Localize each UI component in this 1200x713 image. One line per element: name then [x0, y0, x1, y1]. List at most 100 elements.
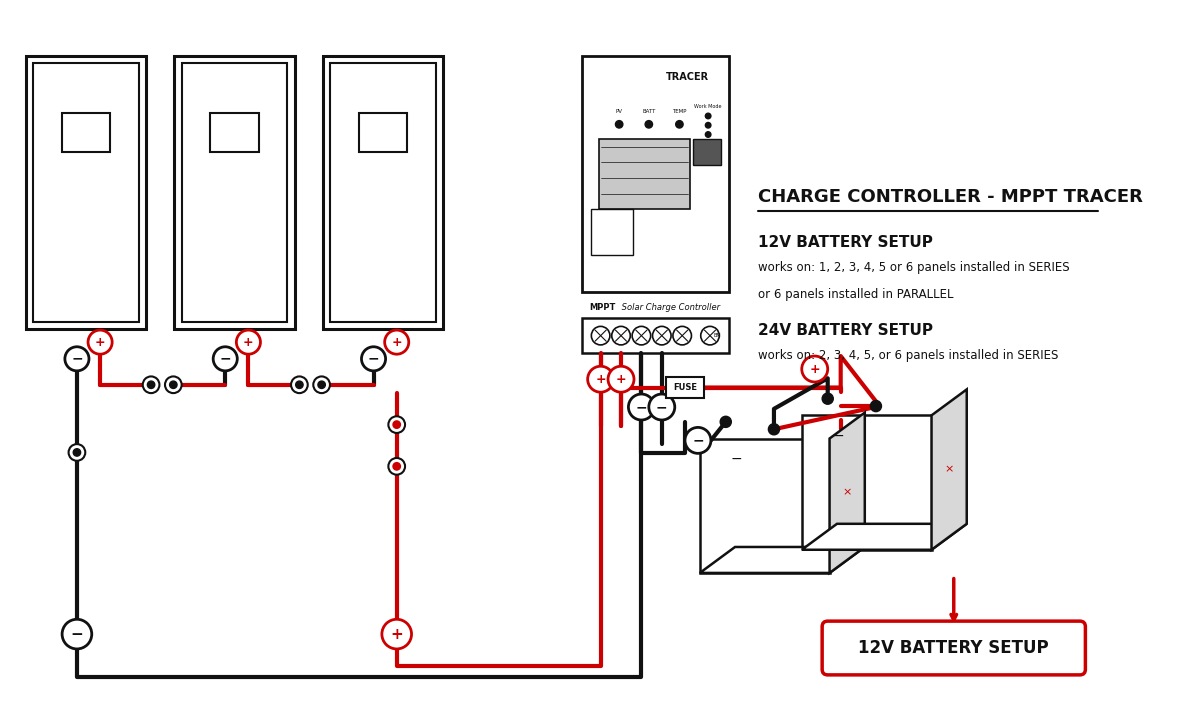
- Text: ×: ×: [944, 465, 954, 475]
- Circle shape: [768, 424, 780, 435]
- Text: 24V BATTERY SETUP: 24V BATTERY SETUP: [758, 323, 934, 338]
- Text: −: −: [71, 352, 83, 366]
- Circle shape: [608, 366, 634, 392]
- Circle shape: [706, 113, 710, 119]
- Circle shape: [706, 123, 710, 128]
- Text: BM: BM: [714, 333, 721, 338]
- Text: TEMP: TEMP: [672, 109, 686, 114]
- Text: CHARGE CONTROLLER - MPPT TRACER: CHARGE CONTROLLER - MPPT TRACER: [758, 188, 1144, 206]
- Circle shape: [632, 327, 650, 345]
- Text: +: +: [595, 373, 606, 386]
- Text: −: −: [71, 627, 83, 642]
- Text: +: +: [810, 362, 820, 376]
- Text: −: −: [656, 400, 667, 414]
- Circle shape: [673, 327, 691, 345]
- Text: 12V BATTERY SETUP: 12V BATTERY SETUP: [758, 235, 934, 250]
- Circle shape: [68, 444, 85, 461]
- Text: Work Mode: Work Mode: [695, 104, 722, 109]
- Circle shape: [389, 458, 406, 475]
- Text: works on: 1, 2, 3, 4, 5 or 6 panels installed in SERIES: works on: 1, 2, 3, 4, 5 or 6 panels inst…: [758, 260, 1070, 274]
- Text: or 6 panels installed in PARALLEL: or 6 panels installed in PARALLEL: [758, 288, 954, 302]
- Polygon shape: [931, 389, 967, 550]
- Circle shape: [870, 401, 882, 411]
- Text: +: +: [95, 336, 106, 349]
- Bar: [700, 438, 829, 573]
- Polygon shape: [802, 524, 967, 550]
- Circle shape: [295, 381, 304, 389]
- Circle shape: [701, 327, 719, 345]
- Circle shape: [382, 620, 412, 649]
- FancyBboxPatch shape: [666, 377, 704, 398]
- Circle shape: [88, 330, 112, 354]
- Bar: [582, 56, 728, 292]
- Circle shape: [65, 347, 89, 371]
- Text: MPPT: MPPT: [589, 303, 616, 312]
- Circle shape: [394, 463, 401, 470]
- Circle shape: [592, 327, 610, 345]
- Circle shape: [685, 427, 710, 453]
- Bar: [181, 63, 287, 322]
- Text: −: −: [220, 352, 232, 366]
- Polygon shape: [829, 413, 865, 573]
- Bar: [34, 63, 139, 322]
- Circle shape: [802, 356, 828, 382]
- Text: +: +: [391, 336, 402, 349]
- Circle shape: [646, 120, 653, 128]
- Bar: [359, 113, 407, 152]
- Text: TRACER: TRACER: [666, 73, 709, 83]
- Circle shape: [148, 381, 155, 389]
- Text: +: +: [390, 627, 403, 642]
- Bar: [26, 56, 146, 329]
- Circle shape: [720, 416, 731, 427]
- Circle shape: [616, 120, 623, 128]
- Bar: [582, 318, 728, 353]
- Circle shape: [361, 347, 385, 371]
- Circle shape: [676, 120, 683, 128]
- Circle shape: [588, 366, 613, 392]
- Circle shape: [385, 330, 409, 354]
- Polygon shape: [700, 547, 865, 573]
- Circle shape: [313, 376, 330, 393]
- Bar: [599, 139, 690, 209]
- Text: PV: PV: [616, 109, 623, 114]
- Circle shape: [62, 620, 91, 649]
- Text: +: +: [244, 336, 253, 349]
- Text: +: +: [616, 373, 626, 386]
- Circle shape: [653, 327, 671, 345]
- Text: BATT: BATT: [642, 109, 655, 114]
- Bar: [62, 113, 110, 152]
- Text: 12V BATTERY SETUP: 12V BATTERY SETUP: [858, 639, 1049, 657]
- Circle shape: [822, 393, 833, 404]
- Bar: [802, 416, 931, 550]
- Circle shape: [649, 394, 674, 420]
- Text: −: −: [833, 429, 844, 443]
- Text: ×: ×: [842, 488, 852, 498]
- Bar: [592, 209, 634, 255]
- Circle shape: [706, 132, 710, 138]
- Text: −: −: [636, 400, 647, 414]
- Circle shape: [236, 330, 260, 354]
- Text: −: −: [692, 434, 703, 447]
- Text: works on: 2, 3, 4, 5, or 6 panels installed in SERIES: works on: 2, 3, 4, 5, or 6 panels instal…: [758, 349, 1058, 361]
- Text: FUSE: FUSE: [673, 383, 697, 392]
- Circle shape: [73, 448, 80, 456]
- Circle shape: [143, 376, 160, 393]
- Text: −: −: [731, 452, 742, 466]
- Circle shape: [629, 394, 654, 420]
- Circle shape: [394, 421, 401, 429]
- Bar: [323, 56, 443, 329]
- Circle shape: [164, 376, 181, 393]
- Circle shape: [318, 381, 325, 389]
- Circle shape: [292, 376, 307, 393]
- Text: −: −: [367, 352, 379, 366]
- Text: Solar Charge Controller: Solar Charge Controller: [619, 303, 720, 312]
- FancyBboxPatch shape: [822, 621, 1085, 675]
- Circle shape: [612, 327, 630, 345]
- Circle shape: [169, 381, 178, 389]
- Bar: [694, 139, 721, 165]
- Bar: [174, 56, 295, 329]
- Circle shape: [389, 416, 406, 433]
- Bar: [330, 63, 436, 322]
- Circle shape: [214, 347, 238, 371]
- Bar: [210, 113, 259, 152]
